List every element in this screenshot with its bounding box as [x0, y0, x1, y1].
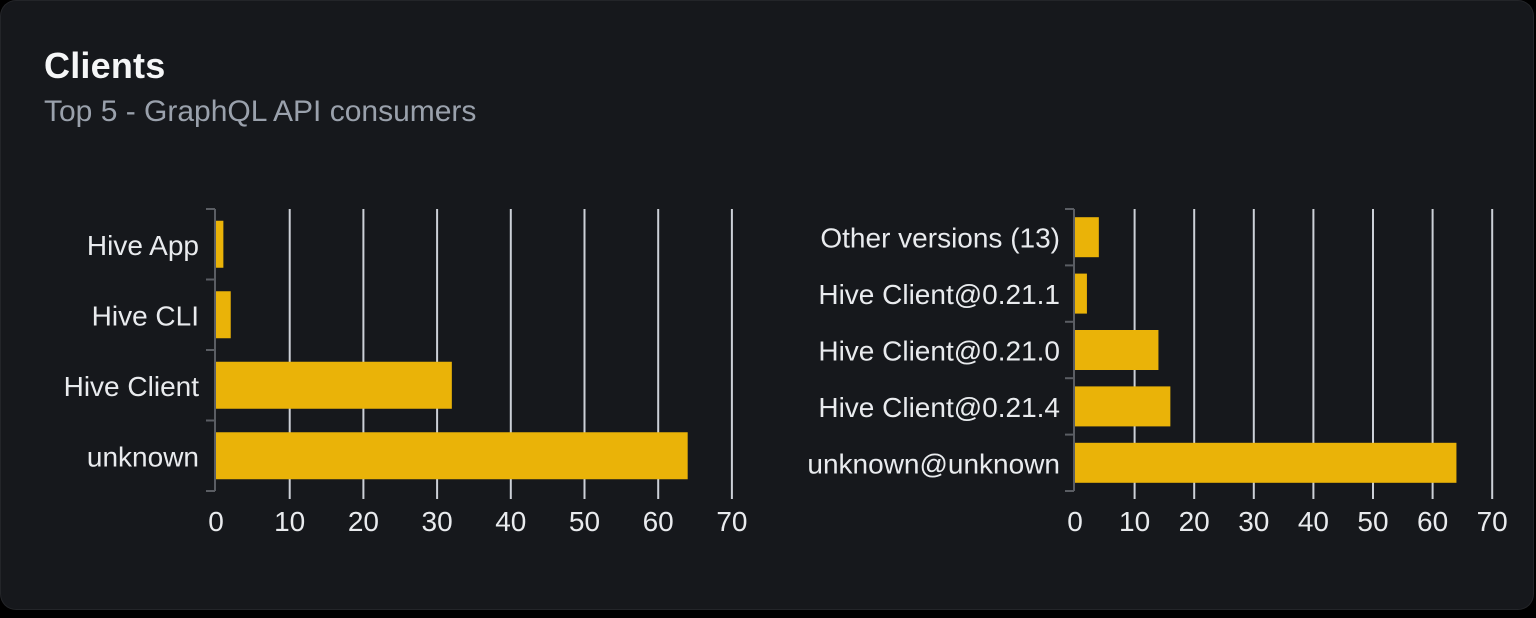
x-tick-label: 0: [208, 506, 224, 537]
x-tick-label: 20: [348, 506, 379, 537]
x-tick-label: 10: [274, 506, 305, 537]
page-subtitle: Top 5 - GraphQL API consumers: [44, 95, 477, 129]
bar-unknown[interactable]: [216, 432, 688, 480]
bar-hive-client-0-21-0[interactable]: [1075, 330, 1159, 370]
bar-hive-cli[interactable]: [216, 291, 231, 339]
category-label: Hive App: [87, 230, 199, 261]
bar-unknown-unknown[interactable]: [1075, 442, 1457, 483]
bar-chart-clients: Hive App Hive CLI Hive Client unknown 0 10 20 3…: [64, 208, 747, 537]
x-tick-label: 20: [1179, 506, 1210, 537]
x-tick-label: 60: [643, 506, 674, 537]
category-label: unknown@unknown: [807, 448, 1060, 479]
card-header: Clients Top 5 - GraphQL API consumers: [44, 45, 476, 130]
category-label: Hive Client@0.21.1: [818, 279, 1060, 310]
category-label: unknown: [87, 441, 199, 472]
x-tick-label: 30: [1238, 506, 1269, 537]
bar-chart-client-versions: Other versions (13) Hive Client@0.21.1 Hiv…: [807, 208, 1508, 537]
x-tick-label: 70: [716, 506, 747, 537]
x-tick-label: 0: [1067, 506, 1083, 537]
category-label: Hive Client@0.21.4: [818, 392, 1060, 423]
category-label: Hive Client: [64, 371, 200, 402]
bar-hive-client[interactable]: [216, 361, 452, 409]
category-label: Hive Client@0.21.0: [818, 336, 1060, 367]
x-tick-label: 10: [1119, 506, 1150, 537]
x-tick-label: 50: [569, 506, 600, 537]
bar-hive-app[interactable]: [216, 220, 224, 268]
x-tick-label: 50: [1357, 506, 1388, 537]
bar-hive-client-0-21-1[interactable]: [1075, 273, 1087, 314]
x-tick-label: 40: [1298, 506, 1329, 537]
category-label: Other versions (13): [820, 223, 1060, 254]
category-label: Hive CLI: [92, 300, 199, 331]
bar-other-versions-13-[interactable]: [1075, 217, 1099, 258]
x-tick-label: 60: [1417, 506, 1448, 537]
x-tick-label: 30: [422, 506, 453, 537]
x-tick-label: 40: [495, 506, 526, 537]
page-title: Clients: [44, 45, 166, 86]
x-tick-label: 70: [1477, 506, 1508, 537]
bar-hive-client-0-21-4[interactable]: [1075, 386, 1171, 427]
